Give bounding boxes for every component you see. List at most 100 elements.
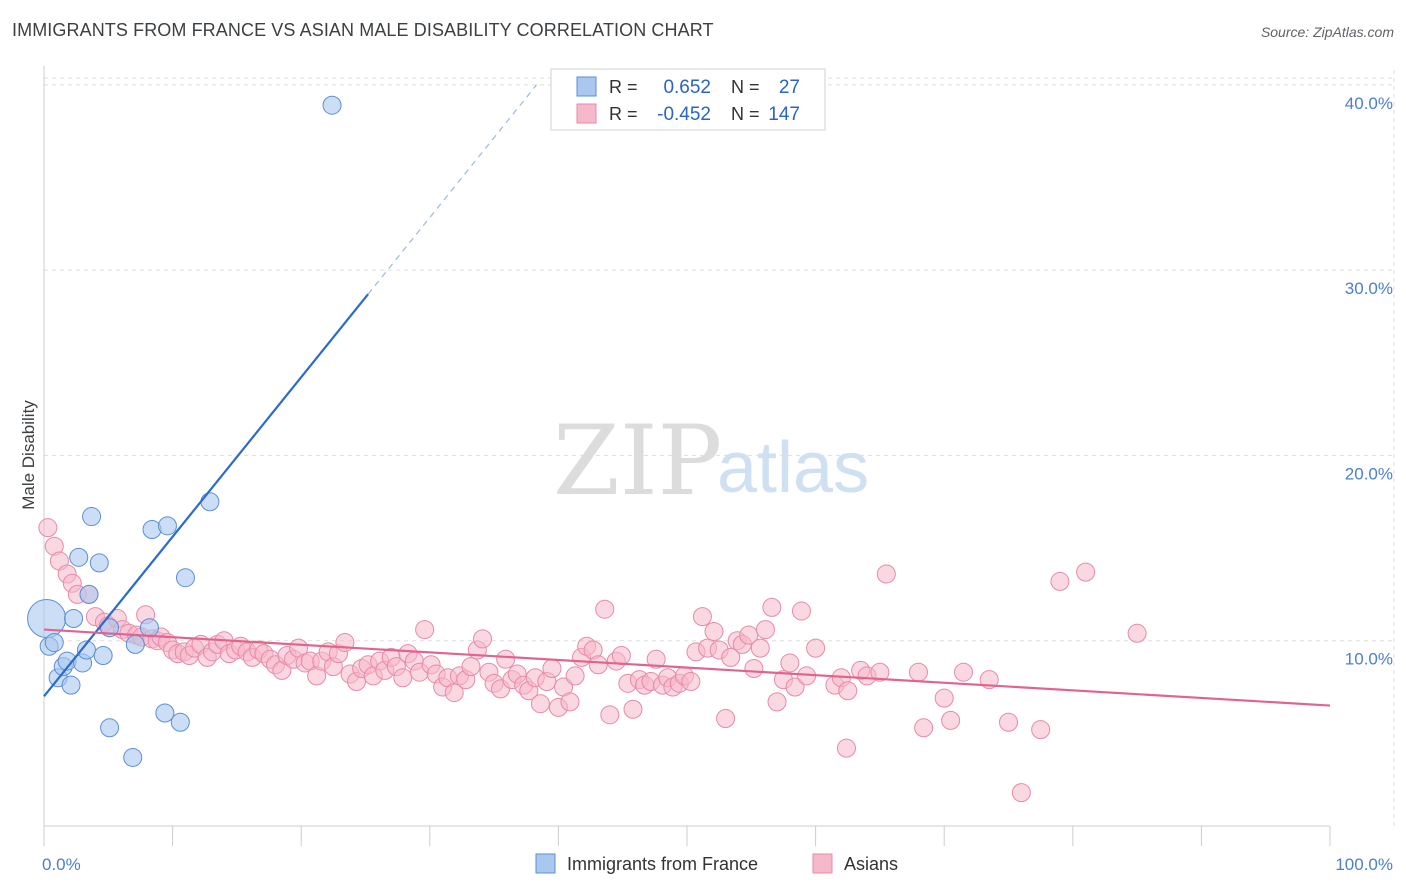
- france-r-value: 0.652: [663, 77, 711, 98]
- france-point-26: [322, 95, 342, 115]
- france-n-value: 27: [779, 77, 800, 98]
- asian-point-147: [1050, 571, 1070, 591]
- france-point-23: [170, 712, 190, 732]
- france-point-21: [155, 703, 175, 723]
- asian-point-146: [1031, 720, 1051, 740]
- france-point-19: [139, 618, 159, 638]
- asians-swatch: [576, 103, 597, 124]
- france-point-22: [157, 516, 177, 536]
- asians-r-value: -0.452: [657, 104, 711, 125]
- chart-title: IMMIGRANTS FROM FRANCE VS ASIAN MALE DIS…: [12, 20, 714, 40]
- france-point-14: [93, 646, 113, 666]
- asian-point-124: [762, 597, 782, 617]
- watermark: ZIP atlas: [553, 405, 869, 517]
- france-point-7: [64, 608, 84, 628]
- axes: [43, 66, 1331, 846]
- france-point-10: [76, 640, 96, 660]
- asian-point-64: [415, 620, 435, 640]
- asian-point-96: [600, 705, 620, 725]
- asian-point-148: [1076, 562, 1096, 582]
- asian-point-150: [836, 738, 856, 758]
- france-point-2: [44, 633, 64, 653]
- asian-point-98: [611, 646, 631, 666]
- asian-point-89: [560, 692, 580, 712]
- asian-point-0: [38, 518, 58, 538]
- france-swatch: [576, 76, 597, 97]
- asian-point-84: [530, 694, 550, 714]
- asian-point-112: [692, 607, 712, 627]
- asian-point-90: [565, 666, 585, 686]
- asians-trend-line: [43, 628, 1331, 707]
- france-point-24: [175, 568, 195, 588]
- legend-france-swatch: [535, 853, 556, 874]
- asian-point-137: [876, 564, 896, 584]
- asian-point-138: [870, 662, 890, 682]
- asian-point-129: [791, 601, 811, 621]
- asian-point-110: [681, 671, 701, 691]
- y-tick-label-0: 10.0%: [1345, 650, 1393, 669]
- asian-point-140: [934, 688, 954, 708]
- series-legend: Immigrants from France Asians: [535, 853, 898, 874]
- asian-point-122: [750, 638, 770, 658]
- asian-point-139: [908, 662, 928, 682]
- asian-point-142: [953, 662, 973, 682]
- asian-point-125: [767, 692, 787, 712]
- stats-legend-box: [550, 68, 826, 131]
- france-point-12: [82, 507, 102, 527]
- france-r-label: R =: [609, 77, 638, 97]
- asian-point-72: [461, 657, 481, 677]
- france-point-6: [61, 675, 81, 695]
- legend-asians-label: Asians: [844, 854, 898, 874]
- asian-point-50: [335, 633, 355, 653]
- asian-point-114: [704, 621, 724, 641]
- asian-point-141: [941, 710, 961, 730]
- stats-legend: R = 0.652 N = 27 R = -0.452 N = 147: [550, 68, 826, 131]
- france-point-13: [89, 553, 109, 573]
- asian-point-131: [806, 638, 826, 658]
- asian-point-60: [393, 668, 413, 688]
- france-n-label: N =: [731, 77, 760, 97]
- y-tick-label-3: 40.0%: [1345, 94, 1393, 113]
- asian-point-74: [473, 629, 493, 649]
- legend-asians-swatch: [812, 853, 833, 874]
- france-points: [27, 95, 342, 767]
- y-tick-labels: 10.0% 20.0% 30.0% 40.0%: [1345, 94, 1393, 669]
- watermark-zip: ZIP: [553, 405, 722, 517]
- asian-point-116: [716, 709, 736, 729]
- france-point-18: [125, 634, 145, 654]
- france-point-25: [200, 492, 220, 512]
- france-point-0: [27, 598, 67, 638]
- trend-lines: [43, 84, 1331, 707]
- asians-n-label: N =: [731, 104, 760, 124]
- asian-point-78: [496, 649, 516, 669]
- asians-r-label: R =: [609, 104, 638, 124]
- france-point-17: [123, 747, 143, 767]
- asians-points: [38, 518, 1147, 803]
- y-axis-label: Male Disability: [19, 400, 38, 510]
- x-tick-label-0: 0.0%: [42, 855, 81, 874]
- asian-point-151: [914, 718, 934, 738]
- y-tick-label-1: 20.0%: [1345, 464, 1393, 483]
- asian-point-120: [739, 625, 759, 645]
- asian-point-104: [646, 649, 666, 669]
- france-trend-extension: [367, 84, 538, 295]
- legend-france-label: Immigrants from France: [567, 854, 758, 874]
- asian-point-134: [838, 681, 858, 701]
- x-tick-label-1: 100.0%: [1335, 855, 1393, 874]
- france-point-11: [79, 584, 99, 604]
- asian-point-145: [1011, 783, 1031, 803]
- france-point-16: [100, 718, 120, 738]
- asian-point-127: [780, 653, 800, 673]
- asian-point-86: [542, 659, 562, 678]
- asian-point-100: [623, 699, 643, 719]
- y-tick-label-2: 30.0%: [1345, 279, 1393, 298]
- asian-point-94: [588, 655, 608, 675]
- asian-point-128: [785, 677, 805, 697]
- asian-point-144: [999, 712, 1018, 732]
- source-label: Source: ZipAtlas.com: [1260, 24, 1394, 40]
- asians-n-value: 147: [768, 104, 800, 125]
- asian-point-117: [721, 647, 741, 667]
- asian-point-121: [744, 659, 764, 678]
- asian-point-123: [755, 620, 775, 640]
